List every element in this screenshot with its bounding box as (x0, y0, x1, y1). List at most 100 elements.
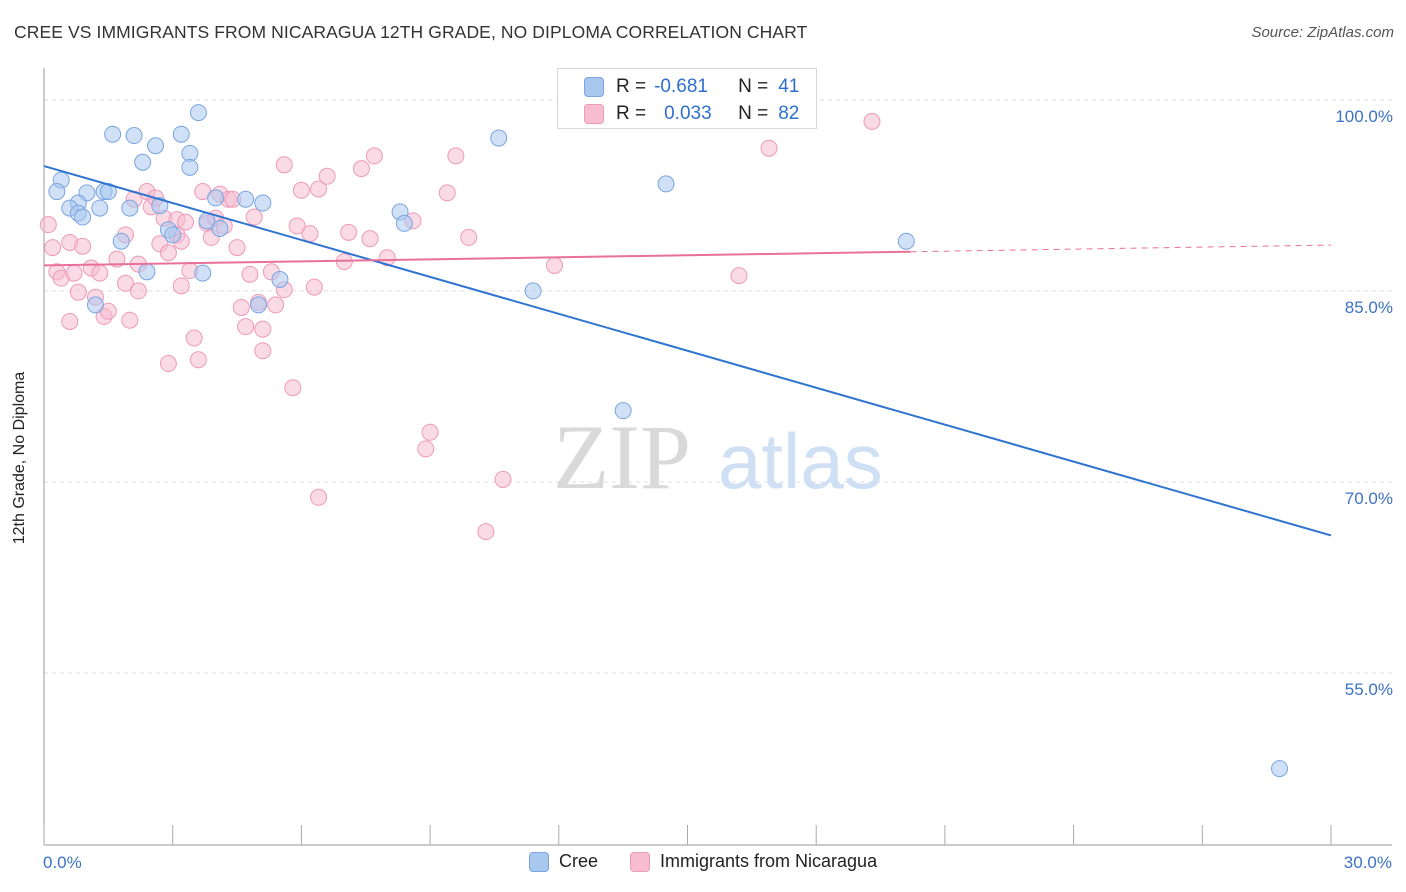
nicaragua-point (421, 423, 439, 441)
series-legend: Cree Immigrants from Nicaragua (529, 851, 909, 872)
y-tick-label: 85.0% (1345, 298, 1393, 317)
nicaragua-point (863, 112, 881, 130)
nicaragua-point (352, 160, 370, 178)
nicaragua-trend-line (43, 250, 911, 267)
cree-point (395, 214, 413, 232)
cree-point (207, 189, 225, 207)
nicaragua-point (237, 318, 255, 336)
nicaragua-point (340, 223, 358, 241)
nicaragua-point (74, 237, 92, 255)
nicaragua-point (189, 351, 207, 369)
nicaragua-point (39, 216, 57, 234)
nicaragua-point (185, 329, 203, 347)
cree-point (211, 219, 229, 237)
x-tick-label-min: 0.0% (43, 853, 82, 872)
cree-point (104, 125, 122, 143)
nicaragua-point (305, 278, 323, 296)
cree-point (164, 226, 182, 244)
nicaragua-point (254, 320, 272, 338)
cree-point (1271, 760, 1289, 778)
nicaragua-point (69, 283, 87, 301)
cree-point (181, 158, 199, 176)
nicaragua-point (438, 184, 456, 202)
nicaragua-point (44, 239, 62, 257)
cree-point (112, 232, 130, 250)
nicaragua-point (447, 147, 465, 165)
cree-point (194, 264, 212, 282)
stats-nic-r-value: 0.033 (664, 103, 712, 124)
nicaragua-point (228, 239, 246, 257)
series-cree-points (48, 104, 1289, 778)
nicaragua-point (121, 311, 139, 329)
nicaragua-point (91, 264, 109, 282)
cree-point (490, 129, 508, 147)
nicaragua-point (177, 213, 195, 231)
cree-point (86, 296, 104, 314)
source-label: Source: ZipAtlas.com (1251, 24, 1394, 41)
legend-item-cree[interactable]: Cree (529, 851, 598, 872)
nicaragua-point (760, 139, 778, 157)
nicaragua-point (172, 277, 190, 295)
nicaragua-point (301, 225, 319, 243)
stats-cree-n-value: 41 (778, 76, 800, 97)
nicaragua-point (730, 267, 748, 285)
stats-nic-swatch (584, 104, 604, 124)
watermark-zip: ZIP (553, 406, 691, 508)
nicaragua-point (310, 180, 328, 198)
cree-point (121, 199, 139, 217)
nicaragua-point (108, 250, 126, 268)
nicaragua-point (361, 230, 379, 248)
nicaragua-point (378, 249, 396, 267)
legend-item-nicaragua[interactable]: Immigrants from Nicaragua (630, 851, 877, 872)
stats-nic-n-value: 82 (778, 103, 800, 124)
cree-point (172, 125, 190, 143)
y-tick-labels: 100.0% 85.0% 70.0% 55.0% (1335, 107, 1393, 699)
nicaragua-point (254, 342, 272, 360)
y-tick-label: 100.0% (1335, 107, 1393, 126)
nicaragua-point (159, 355, 177, 373)
cree-point (657, 175, 675, 193)
cree-point (250, 296, 267, 314)
nicaragua-point (232, 298, 250, 316)
nicaragua-point (275, 156, 293, 174)
nicaragua-point (267, 296, 285, 314)
nicaragua-point (318, 167, 336, 185)
nicaragua-point (245, 208, 263, 226)
grid-layer (44, 99, 1392, 674)
cree-point (48, 183, 66, 201)
nicaragua-point (417, 440, 435, 458)
nicaragua-point (65, 264, 83, 282)
legend-nic-label: Immigrants from Nicaragua (660, 851, 878, 871)
x-tick-label-max: 30.0% (1343, 853, 1392, 872)
nicaragua-point (494, 470, 512, 488)
y-axis-label: 12th Grade, No Diploma (11, 371, 28, 545)
trend-lines (43, 165, 1332, 537)
cree-point (134, 153, 152, 171)
cree-point (91, 199, 109, 217)
cree-point (897, 232, 915, 250)
stats-cree-r-label: R = (616, 76, 647, 97)
nicaragua-point (117, 274, 135, 292)
legend-cree-label: Cree (559, 851, 599, 871)
y-tick-label: 70.0% (1345, 489, 1393, 508)
stats-nic-row: R = 0.033 N = 82 (616, 101, 799, 127)
nicaragua-point (61, 312, 79, 330)
axis-layer (43, 68, 1392, 846)
legend-nic-swatch (630, 851, 651, 872)
stats-nic-n-label: N = (738, 103, 769, 124)
stats-cree-swatch (584, 77, 604, 97)
nicaragua-point (460, 228, 478, 246)
nicaragua-trend-extension (910, 244, 1332, 253)
cree-point (151, 197, 169, 215)
nicaragua-point (129, 282, 147, 300)
cree-point (147, 137, 165, 155)
stats-cree-row: R = -0.681 N = 41 (616, 74, 799, 100)
cree-point (74, 208, 92, 226)
nicaragua-point (284, 379, 302, 397)
cree-point (271, 270, 289, 288)
nicaragua-point (241, 265, 259, 283)
cree-point (254, 194, 272, 212)
stats-legend: R = -0.681 N = 41 R = 0.033 N = 82 (557, 68, 817, 129)
nicaragua-point (292, 181, 310, 199)
